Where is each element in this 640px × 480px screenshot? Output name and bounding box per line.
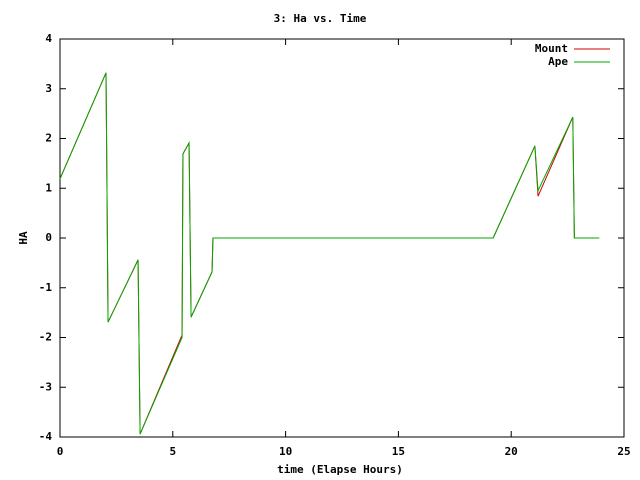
x-tick-label: 20 [505,445,518,458]
x-tick-label: 25 [617,445,630,458]
y-tick-label: 3 [45,82,52,95]
x-tick-label: 5 [169,445,176,458]
y-tick-label: -3 [39,380,52,393]
data-line [59,72,600,435]
x-tick-label: 0 [57,445,64,458]
y-tick-label: 4 [45,32,52,45]
x-tick-label: 15 [392,445,405,458]
y-tick-label: -2 [39,331,52,344]
x-tick-label: 10 [279,445,292,458]
y-tick-label: 2 [45,132,52,145]
y-tick-label: 1 [45,181,52,194]
legend-label: Ape [548,55,568,68]
y-tick-label: -1 [39,281,53,294]
y-axis-label: HA [17,231,30,245]
y-tick-label: -4 [39,430,53,443]
chart-title: 3: Ha vs. Time [274,12,367,25]
x-axis-label: time (Elapse Hours) [277,463,403,476]
legend-label: Mount [535,42,568,55]
y-tick-label: 0 [45,231,52,244]
data-line [59,72,600,435]
